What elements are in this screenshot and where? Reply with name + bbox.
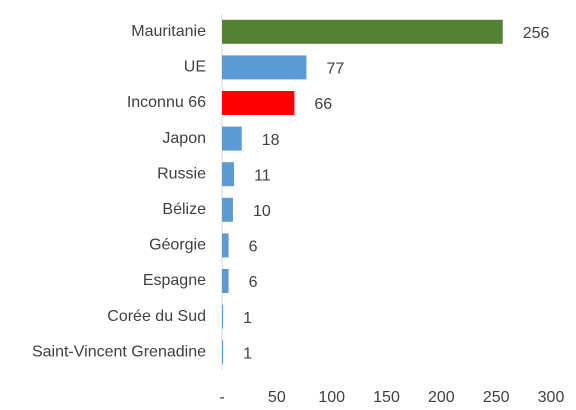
y-tick-label: UE — [184, 59, 206, 76]
y-tick-label: Saint-Vincent Grenadine — [32, 343, 206, 360]
value-label: 77 — [326, 61, 344, 78]
x-tick-label: 100 — [318, 389, 345, 406]
value-label: 10 — [253, 203, 271, 220]
value-label: 256 — [523, 25, 550, 42]
y-tick-label: Russie — [157, 165, 206, 182]
bar — [222, 340, 224, 365]
x-tick-label: 50 — [268, 389, 286, 406]
x-tick-label: 250 — [483, 389, 510, 406]
bar — [222, 269, 229, 293]
value-label: 6 — [249, 274, 258, 291]
value-label: 11 — [254, 167, 271, 184]
x-tick-label: - — [219, 389, 224, 406]
value-label: 18 — [262, 132, 280, 149]
value-label: 66 — [314, 96, 332, 113]
x-tick-label: 150 — [373, 389, 400, 406]
bar — [222, 304, 224, 329]
y-tick-label: Mauritanie — [131, 23, 206, 40]
y-tick-label: Japon — [162, 130, 206, 147]
value-label: 6 — [249, 239, 258, 256]
y-tick-label: Corée du Sud — [107, 308, 206, 325]
y-tick-label: Espagne — [143, 272, 206, 289]
y-tick-label: Inconnu 66 — [127, 94, 206, 111]
y-tick-label: Bélize — [162, 201, 206, 218]
bar — [222, 233, 229, 258]
y-tick-label: Géorgie — [149, 237, 206, 254]
x-tick-label: 300 — [538, 389, 565, 406]
bar — [222, 126, 242, 151]
value-label: 1 — [243, 310, 252, 327]
bar — [222, 55, 307, 80]
bar — [222, 162, 235, 187]
bar — [222, 19, 503, 44]
bar — [222, 91, 295, 115]
value-label: 1 — [243, 345, 252, 362]
x-tick-label: 200 — [428, 389, 455, 406]
bar — [222, 197, 233, 222]
